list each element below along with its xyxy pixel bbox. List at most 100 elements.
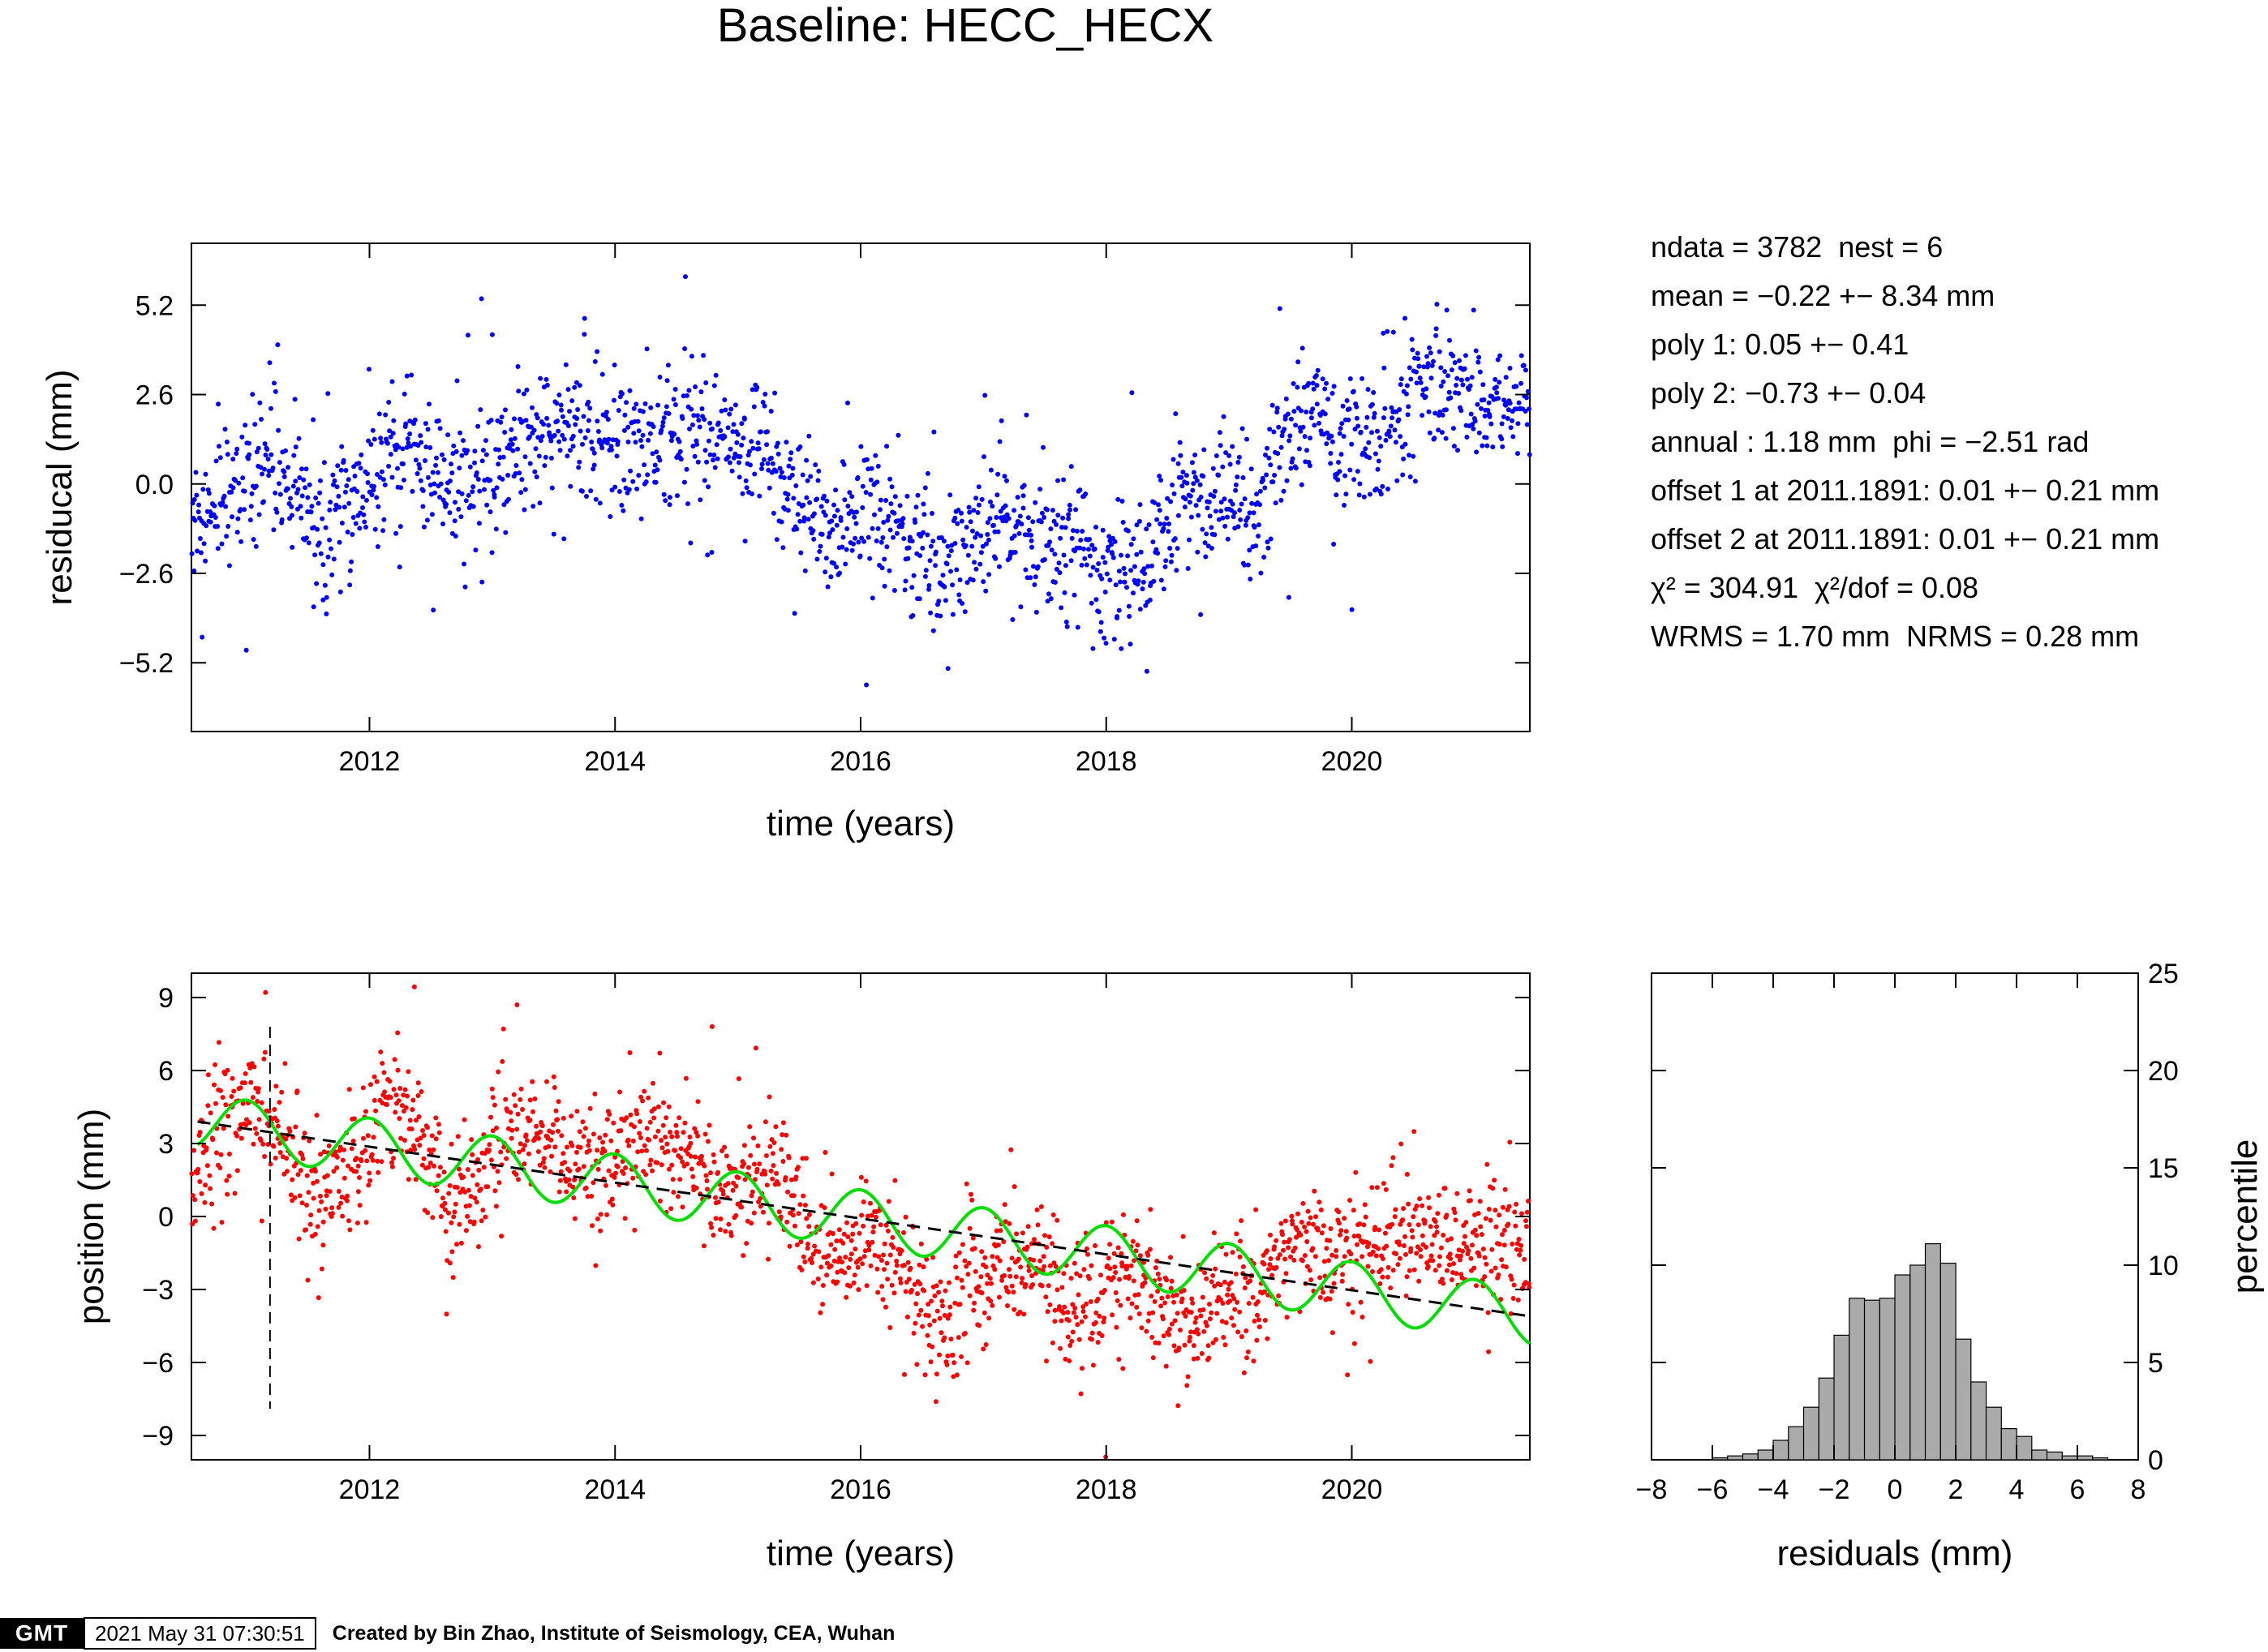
position-point bbox=[1406, 1201, 1411, 1207]
position-point bbox=[425, 1210, 431, 1216]
residual-point bbox=[689, 406, 694, 412]
residual-point bbox=[622, 412, 628, 418]
residual-point bbox=[902, 587, 908, 593]
position-point bbox=[1153, 1265, 1158, 1271]
residual-point bbox=[1018, 604, 1024, 610]
residual-point bbox=[389, 379, 395, 384]
position-point bbox=[1438, 1245, 1444, 1251]
position-point bbox=[711, 1152, 716, 1157]
position-point bbox=[411, 1143, 416, 1148]
position-point bbox=[424, 1125, 430, 1131]
position-point bbox=[1189, 1296, 1195, 1302]
position-point bbox=[685, 1161, 690, 1167]
position-point bbox=[972, 1246, 977, 1251]
position-point bbox=[937, 1352, 942, 1358]
residual-point bbox=[250, 392, 256, 397]
residual-point bbox=[1162, 564, 1168, 569]
position-point bbox=[415, 1080, 421, 1086]
residual-point bbox=[1352, 427, 1358, 432]
position-point bbox=[1176, 1345, 1182, 1351]
residual-point bbox=[621, 508, 626, 513]
residual-point bbox=[1366, 440, 1372, 445]
residual-point bbox=[1378, 444, 1384, 449]
residual-point bbox=[988, 499, 993, 504]
residual-point bbox=[311, 417, 316, 423]
residual-point bbox=[472, 460, 477, 466]
residual-point bbox=[1017, 513, 1023, 519]
residual-point bbox=[1168, 499, 1174, 504]
residual-point bbox=[1205, 505, 1210, 511]
position-point bbox=[368, 1082, 373, 1088]
residual-point bbox=[1015, 495, 1020, 500]
position-point bbox=[1501, 1228, 1507, 1233]
position-point bbox=[489, 1086, 495, 1092]
position-point bbox=[421, 1133, 427, 1138]
residual-point bbox=[759, 461, 765, 467]
residual-point bbox=[1063, 620, 1069, 624]
residual-point bbox=[1311, 386, 1317, 392]
residual-point bbox=[465, 448, 470, 453]
residual-point bbox=[212, 503, 217, 508]
position-point bbox=[511, 1092, 517, 1097]
residual-point bbox=[940, 573, 946, 578]
residual-point bbox=[882, 556, 887, 562]
residual-point bbox=[1523, 409, 1528, 414]
position-point bbox=[1080, 1366, 1085, 1371]
position-point bbox=[1312, 1188, 1317, 1194]
position-point bbox=[646, 1137, 652, 1143]
position-point bbox=[606, 1168, 612, 1174]
position-point bbox=[1020, 1230, 1025, 1236]
residual-point bbox=[488, 418, 494, 423]
residual-point bbox=[1178, 453, 1183, 458]
residual-point bbox=[1200, 526, 1205, 532]
residual-point bbox=[1271, 429, 1277, 435]
residual-point bbox=[604, 440, 610, 446]
position-point bbox=[1099, 1333, 1105, 1338]
residual-point bbox=[1390, 329, 1396, 335]
position-point bbox=[224, 1178, 230, 1183]
position-point bbox=[992, 1267, 998, 1272]
residual-point bbox=[804, 495, 810, 500]
position-point bbox=[494, 1125, 499, 1131]
position-point bbox=[466, 1187, 471, 1193]
residual-point bbox=[217, 455, 223, 461]
position-point bbox=[757, 1161, 762, 1167]
residual-point bbox=[1175, 461, 1181, 466]
position-point bbox=[733, 1183, 739, 1189]
position-point bbox=[778, 1214, 784, 1220]
position-point bbox=[627, 1050, 633, 1055]
residual-point bbox=[659, 423, 665, 429]
residual-point bbox=[1119, 499, 1125, 504]
position-point bbox=[225, 1191, 230, 1197]
residual-point bbox=[730, 429, 736, 435]
residual-point bbox=[309, 504, 315, 509]
residual-point bbox=[236, 480, 242, 486]
residual-point bbox=[1285, 411, 1291, 417]
position-point bbox=[855, 1264, 861, 1270]
residual-point bbox=[398, 485, 404, 491]
position-point bbox=[1428, 1253, 1434, 1259]
position-point bbox=[822, 1205, 827, 1211]
position-point bbox=[1290, 1221, 1295, 1227]
position-point bbox=[530, 1109, 535, 1114]
position-point bbox=[964, 1264, 969, 1269]
residual-point bbox=[779, 470, 784, 475]
position-point bbox=[1514, 1247, 1519, 1252]
position-point bbox=[1210, 1340, 1216, 1345]
position-point bbox=[513, 1103, 518, 1109]
residual-point bbox=[1383, 437, 1389, 443]
residual-point bbox=[582, 315, 587, 321]
residual-point bbox=[994, 515, 999, 520]
residual-point bbox=[831, 502, 836, 508]
position-point bbox=[741, 1161, 747, 1166]
residual-point bbox=[833, 487, 839, 493]
residual-point bbox=[483, 452, 489, 457]
residual-point bbox=[423, 421, 428, 427]
residual-point bbox=[1140, 586, 1145, 592]
residual-point bbox=[956, 592, 962, 598]
residual-point bbox=[597, 500, 603, 506]
position-point bbox=[509, 1127, 515, 1133]
position-point bbox=[796, 1165, 801, 1170]
position-point bbox=[739, 1204, 745, 1210]
position-point bbox=[1292, 1245, 1298, 1251]
